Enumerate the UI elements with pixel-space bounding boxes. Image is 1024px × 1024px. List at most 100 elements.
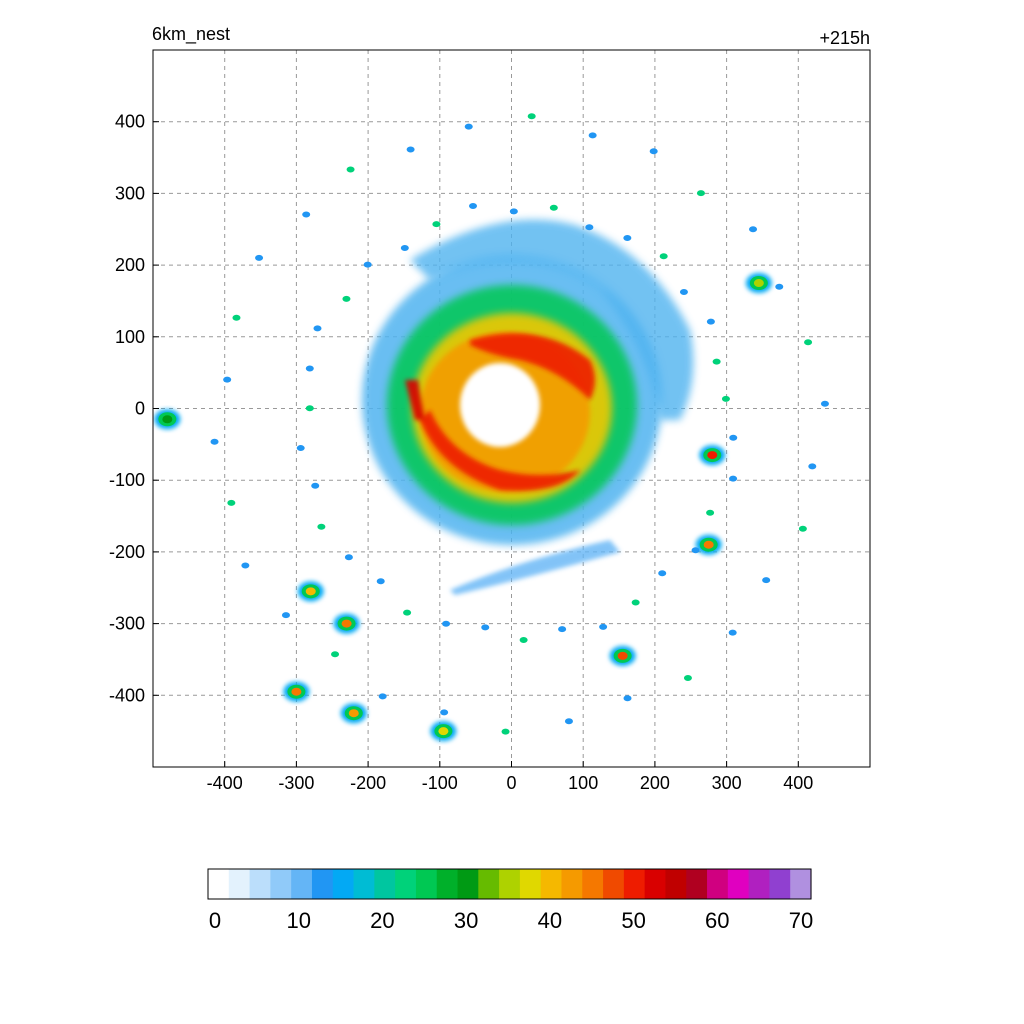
scattered-echo bbox=[749, 226, 758, 233]
x-tick-label: 300 bbox=[712, 773, 742, 793]
scattered-echo bbox=[210, 438, 219, 445]
scattered-echo bbox=[331, 651, 340, 658]
scattered-echo bbox=[623, 695, 632, 702]
colorbar-swatch bbox=[395, 869, 417, 899]
scattered-echo bbox=[658, 570, 667, 577]
scattered-echo bbox=[344, 554, 353, 561]
colorbar-swatch bbox=[415, 869, 438, 899]
colorbar-swatch bbox=[374, 869, 396, 899]
scattered-echo bbox=[296, 445, 305, 452]
scattered-echo bbox=[481, 624, 490, 631]
colorbar-swatch bbox=[540, 869, 563, 899]
x-tick-label: -200 bbox=[350, 773, 386, 793]
colorbar-swatch bbox=[478, 869, 500, 899]
scattered-echo bbox=[659, 253, 668, 260]
y-tick-label: 200 bbox=[115, 255, 145, 275]
colorbar-tick-label: 60 bbox=[705, 908, 729, 933]
scattered-echo bbox=[721, 395, 730, 402]
convective-cell bbox=[283, 681, 310, 702]
eyewall-red-south bbox=[420, 410, 580, 491]
scattered-echo bbox=[378, 693, 387, 700]
scattered-echo bbox=[509, 208, 518, 215]
colorbar-tick-label: 20 bbox=[370, 908, 394, 933]
eyewall-red-west bbox=[405, 380, 425, 420]
nest-label: 6km_nest bbox=[152, 24, 230, 45]
colorbar-swatch bbox=[561, 869, 583, 899]
convective-cell bbox=[340, 703, 367, 724]
colorbar-swatch bbox=[748, 869, 771, 899]
scattered-echo bbox=[241, 562, 250, 569]
scattered-echo bbox=[227, 499, 236, 506]
y-tick-label: 300 bbox=[115, 183, 145, 203]
scattered-echo bbox=[403, 609, 412, 616]
colorbar-tick-label: 0 bbox=[209, 908, 221, 933]
convective-cell bbox=[609, 645, 636, 666]
scattered-echo bbox=[696, 190, 705, 197]
colorbar-tick-label: 50 bbox=[621, 908, 645, 933]
scattered-echo bbox=[519, 637, 528, 644]
y-axis-ticks: 400 300 200 100 0 -100 -200 -300 -400 bbox=[109, 112, 159, 705]
scattered-echo bbox=[564, 718, 573, 725]
convective-cell bbox=[745, 273, 772, 294]
scattered-echo bbox=[729, 434, 738, 441]
eyewall-red-north bbox=[470, 333, 595, 400]
scattered-echo bbox=[313, 325, 322, 332]
scattered-echo bbox=[464, 123, 473, 130]
colorbar-swatch bbox=[707, 869, 729, 899]
colorbar-swatch bbox=[457, 869, 479, 899]
convective-cell bbox=[297, 581, 324, 602]
colorbar-swatch bbox=[769, 869, 791, 899]
colorbar-tick-label: 70 bbox=[789, 908, 813, 933]
scattered-echo bbox=[527, 113, 536, 120]
x-tick-label: 200 bbox=[640, 773, 670, 793]
scattered-echo bbox=[706, 318, 715, 325]
colorbar-swatch bbox=[436, 869, 459, 899]
y-tick-label: -100 bbox=[109, 470, 145, 490]
convective-cell bbox=[699, 445, 726, 466]
scattered-echo bbox=[549, 204, 558, 211]
colorbar-swatch bbox=[727, 869, 750, 899]
colorbar-swatch bbox=[603, 869, 625, 899]
convective-cell bbox=[154, 409, 181, 430]
storm-reflectivity-field bbox=[362, 219, 694, 595]
south-rainband bbox=[450, 540, 620, 595]
y-tick-label: 0 bbox=[135, 399, 145, 419]
x-axis-ticks: -400 -300 -200 -100 0 100 200 300 400 bbox=[207, 761, 813, 793]
convective-cell bbox=[695, 534, 722, 555]
scattered-echo bbox=[585, 224, 594, 231]
scattered-echo bbox=[599, 623, 608, 630]
scattered-echo bbox=[631, 599, 640, 606]
colorbar-tick-label: 30 bbox=[454, 908, 478, 933]
scattered-echo bbox=[440, 709, 449, 716]
colorbar: 0 10 20 30 40 50 60 70 bbox=[207, 868, 813, 933]
x-tick-label: -100 bbox=[422, 773, 458, 793]
colorbar-swatch bbox=[665, 869, 687, 899]
scattered-echo bbox=[588, 132, 597, 139]
scattered-echo bbox=[649, 148, 658, 155]
colorbar-swatch bbox=[353, 869, 375, 899]
colorbar-tick-label: 40 bbox=[538, 908, 562, 933]
scattered-echo bbox=[706, 509, 715, 516]
scattered-echo bbox=[232, 314, 241, 321]
scattered-echo bbox=[255, 254, 264, 261]
scattered-echo bbox=[683, 674, 692, 681]
colorbar-swatches bbox=[208, 869, 812, 899]
colorbar-swatch bbox=[311, 869, 334, 899]
x-tick-label: 0 bbox=[506, 773, 516, 793]
convective-cell bbox=[430, 721, 457, 742]
scattered-echo bbox=[691, 547, 700, 554]
scattered-echo bbox=[223, 376, 232, 383]
colorbar-swatch bbox=[332, 869, 355, 899]
eye-core bbox=[470, 371, 530, 439]
scattered-echo bbox=[363, 261, 372, 268]
scattered-echo bbox=[432, 221, 441, 228]
y-tick-label: -200 bbox=[109, 542, 145, 562]
colorbar-swatch bbox=[623, 869, 646, 899]
colorbar-swatch bbox=[249, 869, 271, 899]
scattered-echo bbox=[729, 475, 738, 482]
x-tick-label: 100 bbox=[568, 773, 598, 793]
forecast-hour-label: +215h bbox=[819, 28, 870, 48]
scattered-echo bbox=[400, 244, 409, 251]
plot-area bbox=[153, 50, 870, 767]
